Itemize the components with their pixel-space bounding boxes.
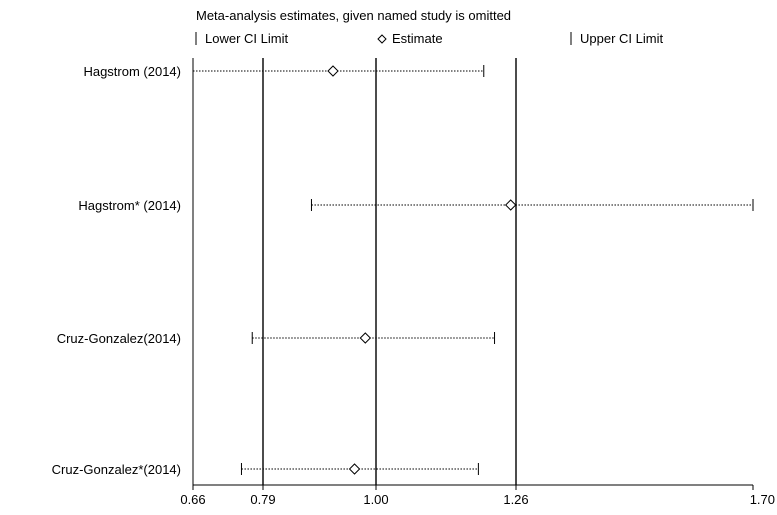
study-row: Hagstrom (2014): [83, 64, 485, 79]
study-label: Cruz-Gonzalez*(2014): [52, 462, 181, 477]
study-rows: Hagstrom (2014) Hagstrom* (2014) Cruz-Gonz…: [52, 64, 754, 477]
study-label: Hagstrom* (2014): [78, 198, 181, 213]
legend-label: Upper CI Limit: [580, 31, 663, 46]
estimate-diamond: [327, 65, 339, 77]
legend: Lower CI Limit Estimate Upper CI Limit: [195, 31, 663, 46]
study-row: Cruz-Gonzalez(2014): [57, 331, 496, 346]
x-tick-label: 1.70: [750, 492, 775, 507]
x-axis: 0.66 0.79 1.00 1.26 1.70: [180, 484, 775, 507]
study-row: Hagstrom* (2014): [78, 198, 754, 213]
x-tick-label: 0.79: [250, 492, 275, 507]
study-label: Hagstrom (2014): [83, 64, 181, 79]
legend-label: Lower CI Limit: [205, 31, 288, 46]
x-tick-label: 1.26: [503, 492, 528, 507]
legend-diamond-marker: [377, 34, 387, 44]
study-label: Cruz-Gonzalez(2014): [57, 331, 181, 346]
study-row: Cruz-Gonzalez*(2014): [52, 462, 479, 477]
estimate-diamond: [504, 199, 517, 211]
estimate-diamond: [348, 463, 361, 475]
reference-lines: [192, 58, 517, 485]
x-tick-label: 1.00: [363, 492, 388, 507]
chart-title: Meta-analysis estimates, given named stu…: [196, 8, 511, 23]
estimate-diamond: [359, 332, 372, 344]
x-tick-label: 0.66: [180, 492, 205, 507]
legend-label: Estimate: [392, 31, 443, 46]
